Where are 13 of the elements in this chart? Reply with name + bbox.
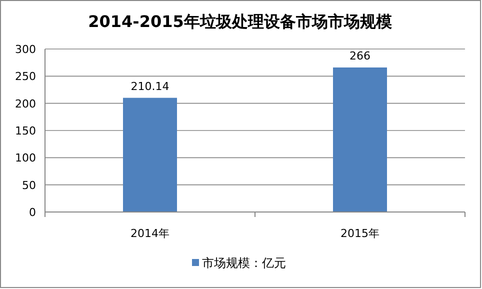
y-tick-label: 200 [15,97,36,110]
y-tick-label: 0 [29,206,36,219]
y-tick-label: 100 [15,152,36,165]
y-tick-label: 300 [15,43,36,56]
data-label: 266 [350,49,370,62]
legend-label: 市场规模：亿元 [202,256,286,270]
x-tick-label: 2014年 [130,227,170,240]
data-label: 210.14 [130,80,170,93]
y-tick-label: 50 [22,178,36,192]
x-tick-label: 2015年 [340,227,380,240]
chart-title: 2014-2015年垃圾处理设备市场市场规模 [88,12,392,31]
y-tick-label: 150 [15,124,36,138]
y-tick-label: 250 [15,70,36,84]
